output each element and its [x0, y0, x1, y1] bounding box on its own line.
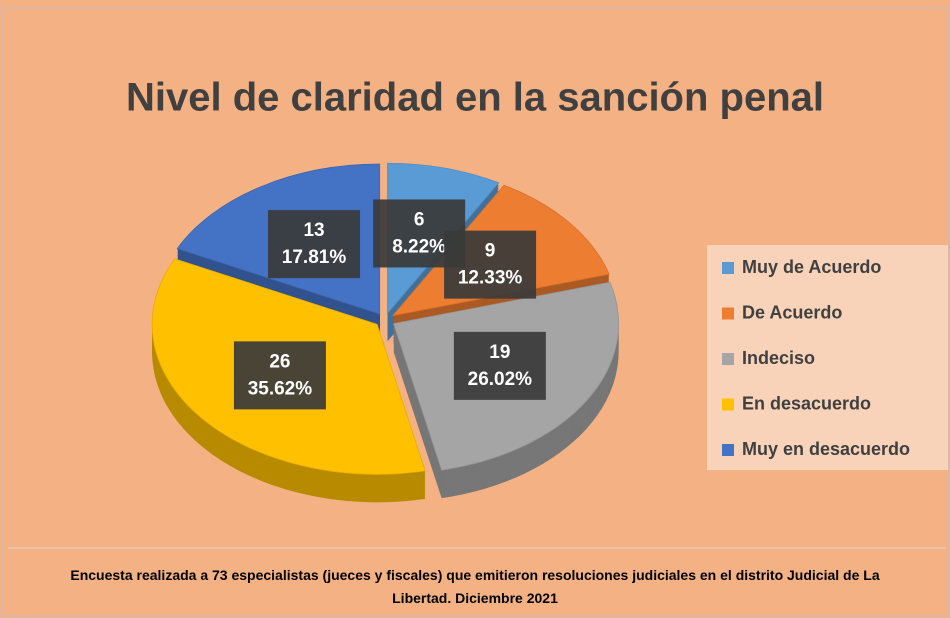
legend-label: Muy en desacuerdo	[742, 439, 910, 459]
data-label-value: 19	[489, 342, 510, 363]
data-label-value: 13	[303, 220, 324, 241]
data-label-percent: 35.62%	[248, 378, 313, 399]
data-label-box	[444, 230, 537, 299]
legend-swatch	[722, 398, 734, 411]
data-label-box	[233, 341, 326, 410]
data-label-value: 6	[414, 209, 425, 230]
data-label-value: 26	[269, 351, 290, 372]
chart-title: Nivel de claridad en la sanción penal	[126, 76, 824, 120]
legend-swatch	[722, 444, 734, 456]
legend-swatch	[722, 353, 734, 365]
legend-label: De Acuerdo	[742, 302, 842, 322]
data-label-box	[268, 210, 361, 279]
note: Encuesta realizada a 73 especialistas (j…	[70, 567, 880, 606]
data-label-percent: 17.81%	[282, 247, 347, 268]
data-label-percent: 26.02%	[468, 369, 533, 390]
data-label-box	[453, 331, 546, 400]
data-label-percent: 12.33%	[458, 268, 523, 289]
legend-swatch	[722, 307, 734, 320]
data-label-value: 9	[485, 241, 496, 262]
legend-label: En desacuerdo	[742, 393, 871, 413]
legend-box	[707, 245, 948, 470]
data-label-percent: 8.22%	[392, 236, 446, 257]
legend-swatch	[722, 262, 734, 274]
legend-label: Muy de Acuerdo	[742, 257, 881, 277]
legend-label: Indeciso	[742, 348, 815, 368]
